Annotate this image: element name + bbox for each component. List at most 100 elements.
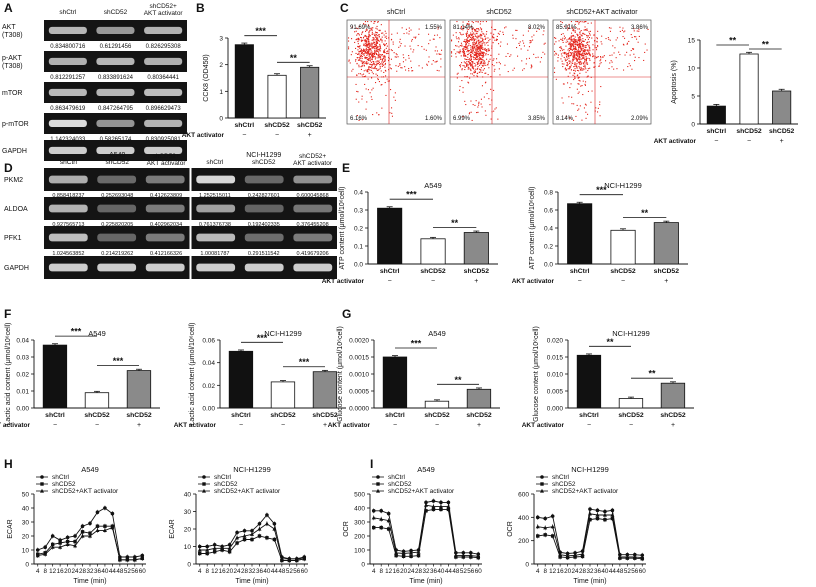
blot-d-lane-label: shCD52	[106, 159, 130, 166]
flow-event	[576, 40, 578, 42]
flow-event	[351, 51, 353, 53]
flow-event	[472, 73, 474, 75]
flow-event	[583, 33, 585, 35]
flow-event	[596, 41, 598, 43]
y-axis-label: Lactic acid content (μmol/10⁶cell)	[5, 322, 12, 425]
flow-event	[570, 36, 572, 38]
flow-event	[365, 52, 367, 54]
flow-q-ll: 8.14%	[556, 116, 574, 122]
x-tick-label: 20	[564, 568, 572, 575]
flow-event	[361, 61, 363, 63]
y-tick-label: 0.0015	[349, 355, 369, 362]
flow-event	[468, 52, 470, 54]
flow-event	[486, 49, 488, 51]
flow-event	[368, 72, 370, 74]
flow-event	[479, 54, 481, 56]
y-tick-label: 200	[354, 534, 365, 541]
flow-event	[471, 36, 473, 38]
flow-event	[644, 51, 646, 53]
blot-a-quant-value: 0.826295308	[146, 44, 182, 50]
marker-circle	[202, 475, 206, 479]
marker-triangle	[431, 504, 436, 509]
flow-event	[356, 74, 358, 76]
flow-event	[579, 59, 581, 61]
flow-event	[568, 56, 570, 58]
legend-entry: shCtrl	[52, 474, 70, 481]
flow-event	[466, 35, 468, 37]
flow-event	[581, 53, 583, 55]
flow-event	[359, 57, 361, 59]
flow-event	[365, 30, 367, 32]
flow-event	[562, 52, 564, 54]
flow-event	[485, 21, 487, 23]
flow-event	[608, 68, 610, 70]
flow-event	[644, 43, 646, 45]
flow-event	[593, 34, 595, 36]
marker-square	[65, 539, 70, 544]
flow-event	[380, 54, 382, 56]
flow-event	[629, 65, 631, 67]
flow-event	[583, 21, 585, 23]
flow-event	[587, 44, 589, 46]
flow-event	[586, 49, 588, 51]
x-tick-label: 20	[400, 568, 408, 575]
flow-event	[490, 32, 492, 34]
flow-event	[363, 44, 365, 46]
flow-event	[562, 66, 564, 68]
flow-event	[573, 45, 575, 47]
flow-event	[382, 55, 384, 57]
marker-triangle	[438, 504, 443, 509]
flow-event	[370, 64, 372, 66]
flow-event	[522, 40, 524, 42]
flow-event	[396, 54, 398, 56]
flow-event	[643, 59, 645, 61]
flow-event	[580, 30, 582, 32]
sig-stars: **	[454, 375, 462, 385]
y-axis-label: OCR	[507, 521, 514, 537]
flow-event	[376, 25, 378, 27]
flow-event	[378, 36, 380, 38]
marker-triangle	[595, 512, 600, 517]
flow-event	[462, 50, 464, 52]
flow-event	[496, 38, 498, 40]
flow-event	[480, 53, 482, 55]
flow-event	[479, 52, 481, 54]
flow-event	[573, 30, 575, 32]
flow-event	[493, 110, 495, 112]
flow-event	[527, 30, 529, 32]
blot-d-pfk1-a549-band	[97, 233, 137, 242]
flow-event	[396, 32, 398, 34]
flow-event	[581, 85, 583, 87]
flow-event	[358, 53, 360, 55]
flow-event	[633, 53, 635, 55]
x-tick-label: 48	[278, 568, 286, 575]
flow-event	[565, 45, 567, 47]
y-tick-label: 10	[184, 544, 192, 551]
flow-event	[573, 28, 575, 30]
flow-event	[371, 55, 373, 57]
marker-square	[242, 537, 247, 542]
flow-event	[385, 35, 387, 37]
flow-event	[371, 59, 373, 61]
flow-event	[469, 77, 471, 79]
flow-event	[451, 55, 453, 57]
flow-event	[369, 30, 371, 32]
flow-event	[468, 62, 470, 64]
flow-event	[506, 43, 508, 45]
flow-event	[500, 41, 502, 43]
flow-event	[487, 54, 489, 56]
flow-event	[575, 115, 577, 117]
line-chart-title: A549	[81, 465, 99, 474]
flow-event	[566, 25, 568, 27]
flow-event	[474, 54, 476, 56]
blot-a-mtor-band	[144, 88, 183, 96]
flow-event	[481, 58, 483, 60]
flow-event	[542, 51, 544, 53]
flow-event	[611, 66, 613, 68]
flow-event	[381, 41, 383, 43]
flow-event	[408, 57, 410, 59]
marker-square	[379, 525, 383, 530]
flow-event	[358, 66, 360, 68]
x-tick-label: 56	[631, 568, 639, 575]
flow-event	[372, 63, 374, 65]
